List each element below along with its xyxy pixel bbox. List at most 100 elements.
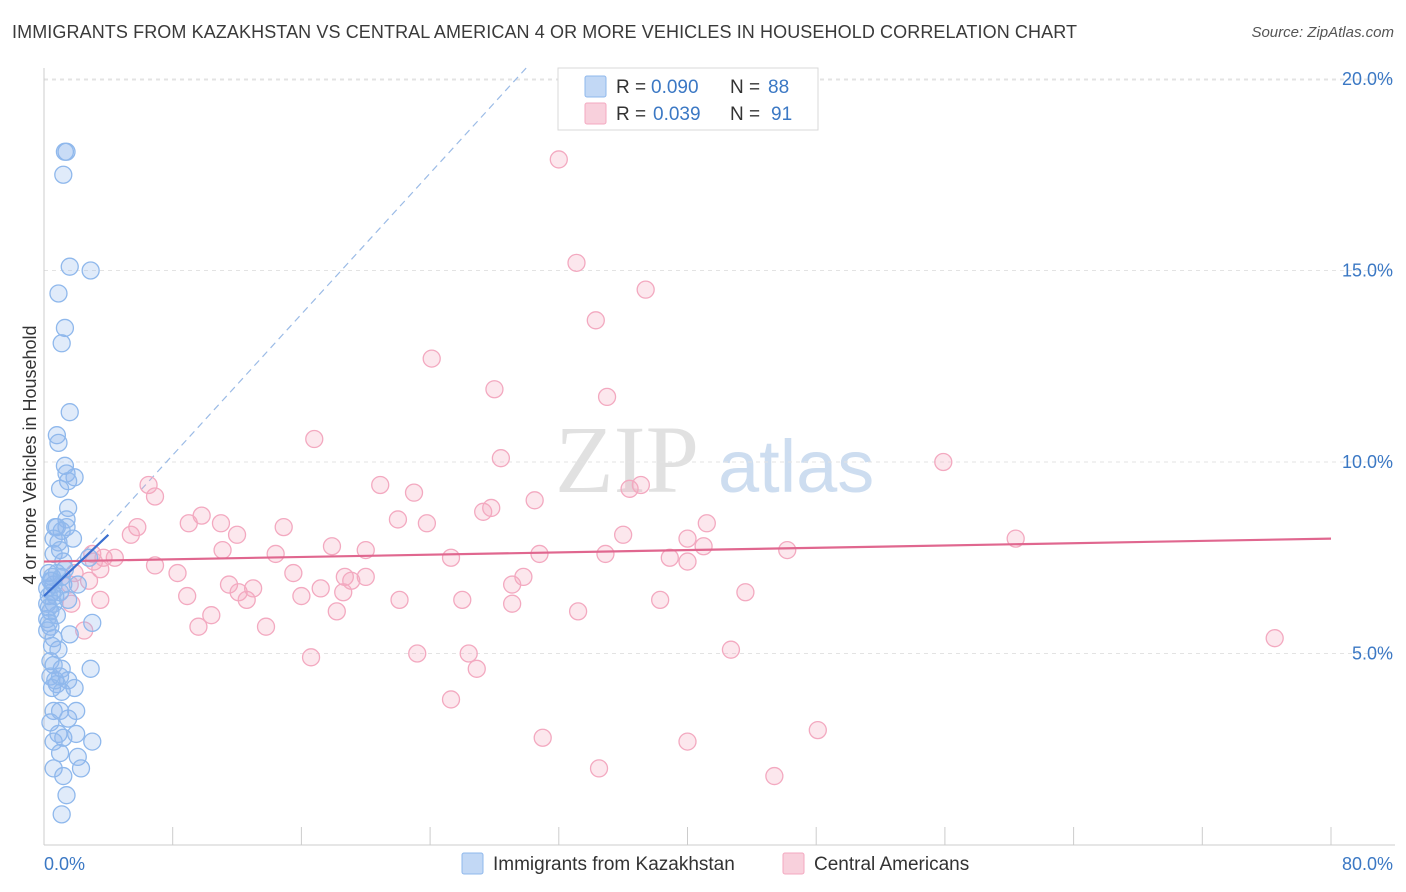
data-point-central-americans xyxy=(778,540,797,560)
data-point-kazakhstan xyxy=(68,747,87,767)
data-point-central-americans xyxy=(525,491,544,510)
data-point-central-americans xyxy=(568,602,588,621)
data-point-kazakhstan xyxy=(44,759,63,778)
data-point-central-americans xyxy=(502,575,522,594)
data-point-central-americans xyxy=(459,644,478,663)
data-point-kazakhstan xyxy=(71,759,91,778)
trend-lines xyxy=(43,533,1332,597)
data-point-kazakhstan xyxy=(54,766,73,786)
data-point-central-americans xyxy=(422,349,441,368)
data-point-central-americans xyxy=(327,602,346,621)
data-point-kazakhstan xyxy=(81,261,100,280)
source-credit: Source: ZipAtlas.com xyxy=(1251,24,1394,41)
data-point-central-americans xyxy=(301,648,321,667)
data-point-kazakhstan xyxy=(57,786,76,805)
data-point-central-americans xyxy=(322,537,342,556)
data-point-kazakhstan xyxy=(60,625,79,644)
bottom-legend-label-central-americans: Central Americans xyxy=(814,854,969,875)
data-point-central-americans xyxy=(79,571,99,590)
data-point-central-americans xyxy=(145,487,165,506)
data-point-central-americans xyxy=(227,525,247,544)
data-point-central-americans xyxy=(934,452,953,472)
y-tick-label: 5.0% xyxy=(1352,644,1393,664)
data-point-central-americans xyxy=(213,540,232,560)
data-point-central-americans xyxy=(567,253,586,272)
watermark-atlas: atlas xyxy=(718,425,874,508)
data-point-kazakhstan xyxy=(60,403,79,422)
data-point-kazakhstan xyxy=(49,533,68,552)
y-tick-label: 20.0% xyxy=(1342,69,1393,89)
legend-n-label: N = xyxy=(730,77,760,98)
data-point-central-americans xyxy=(219,575,239,594)
data-point-central-americans xyxy=(596,544,615,564)
data-point-central-americans xyxy=(390,590,409,610)
data-point-central-americans xyxy=(502,594,522,613)
data-point-kazakhstan xyxy=(55,142,75,161)
tick-labels: 5.0% 10.0% 15.0% 20.0% 0.0% 80.0% xyxy=(44,69,1393,874)
data-point-central-americans xyxy=(292,586,311,606)
data-point-central-americans xyxy=(408,644,427,663)
data-point-central-americans xyxy=(485,380,504,399)
data-point-kazakhstan xyxy=(52,334,71,353)
data-point-central-americans xyxy=(237,590,256,610)
data-point-kazakhstan xyxy=(50,743,70,763)
legend-r-label: R = xyxy=(616,104,646,125)
data-point-central-americans xyxy=(388,510,408,529)
data-point-kazakhstan xyxy=(50,479,70,498)
legend-swatch-kazakhstan xyxy=(584,75,607,98)
axes xyxy=(43,68,1395,846)
data-point-central-americans xyxy=(305,429,324,449)
data-point-central-americans xyxy=(678,552,697,571)
data-point-central-americans xyxy=(491,449,511,468)
data-point-kazakhstan xyxy=(65,678,84,698)
data-point-central-americans xyxy=(371,475,390,495)
legend-n-value-kazakhstan: 88 xyxy=(768,77,789,98)
data-point-kazakhstan xyxy=(83,732,102,751)
legend-r-value-central-americans: 0.039 xyxy=(653,104,701,125)
series-central-americans xyxy=(60,150,1284,786)
data-point-kazakhstan xyxy=(49,284,68,303)
data-point-central-americans xyxy=(631,475,650,495)
y-tick-label: 15.0% xyxy=(1342,261,1393,281)
data-point-kazakhstan xyxy=(42,678,62,698)
x-tick-label-max: 80.0% xyxy=(1342,854,1393,874)
data-point-central-americans xyxy=(417,514,437,533)
data-point-central-americans xyxy=(441,690,461,709)
data-point-central-americans xyxy=(765,766,784,786)
data-point-kazakhstan xyxy=(44,701,63,721)
data-point-kazakhstan xyxy=(68,575,87,594)
data-point-central-americans xyxy=(533,728,552,747)
data-point-central-americans xyxy=(202,606,221,625)
data-point-central-americans xyxy=(586,311,605,330)
data-point-kazakhstan xyxy=(58,498,78,518)
data-point-central-americans xyxy=(1265,629,1284,648)
stats-legend: R = 0.090 N = 88 R = 0.039 N = 91 xyxy=(557,67,819,131)
y-tick-label: 10.0% xyxy=(1342,452,1393,472)
data-point-central-americans xyxy=(678,529,697,548)
data-point-kazakhstan xyxy=(55,318,75,338)
legend-n-value-central-americans: 91 xyxy=(771,104,792,125)
data-point-central-americans xyxy=(614,525,633,544)
data-point-central-americans xyxy=(139,475,158,495)
data-point-central-americans xyxy=(549,150,568,169)
data-point-central-americans xyxy=(168,563,187,583)
data-point-central-americans xyxy=(145,556,165,575)
data-point-central-americans xyxy=(678,732,697,751)
data-point-kazakhstan xyxy=(60,257,79,276)
legend-swatch-central-americans xyxy=(584,102,607,125)
series-kazakhstan xyxy=(38,142,102,824)
data-point-kazakhstan xyxy=(63,529,83,548)
data-point-central-americans xyxy=(660,548,679,567)
data-point-central-americans xyxy=(243,579,263,598)
data-point-central-americans xyxy=(808,720,827,740)
data-point-central-americans xyxy=(256,617,276,636)
data-point-central-americans xyxy=(441,548,461,567)
bottom-legend-swatch-kazakhstan xyxy=(461,852,484,875)
data-point-kazakhstan xyxy=(81,659,100,678)
data-point-central-americans xyxy=(589,759,609,778)
data-point-central-americans xyxy=(482,498,501,518)
data-point-central-americans xyxy=(178,586,197,606)
trend-lines-back xyxy=(43,67,528,597)
data-point-kazakhstan xyxy=(79,548,99,567)
data-point-central-americans xyxy=(274,517,293,537)
